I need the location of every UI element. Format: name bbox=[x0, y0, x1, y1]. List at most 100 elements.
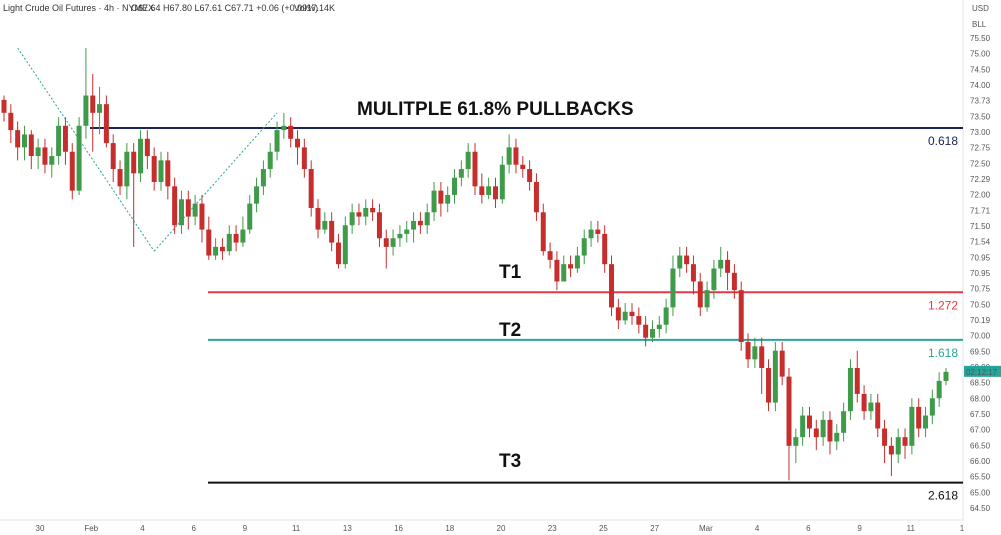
candle-body bbox=[813, 428, 819, 438]
candle-body bbox=[895, 437, 901, 455]
time-tick: 27 bbox=[650, 524, 659, 533]
candle-body bbox=[766, 367, 772, 403]
price-tick: 70.19 bbox=[970, 316, 991, 325]
candle-body bbox=[745, 342, 751, 360]
candle-body bbox=[424, 212, 430, 226]
candle-body bbox=[260, 169, 266, 187]
candle-body bbox=[97, 104, 103, 113]
swing-line bbox=[17, 47, 155, 252]
candle-body bbox=[110, 143, 116, 170]
candle-body bbox=[62, 125, 68, 152]
time-tick: 13 bbox=[343, 524, 352, 533]
candle-body bbox=[213, 246, 219, 256]
candle-body bbox=[568, 264, 574, 269]
candle-body bbox=[923, 415, 929, 429]
candle-body bbox=[117, 169, 123, 187]
candle-body bbox=[76, 125, 82, 191]
candle-body bbox=[615, 307, 621, 321]
candle-body bbox=[499, 164, 505, 200]
candle-body bbox=[452, 177, 458, 195]
time-tick: Feb bbox=[84, 524, 98, 533]
current-price-tag bbox=[964, 365, 1001, 377]
candle-body bbox=[131, 151, 137, 174]
time-tick: 23 bbox=[548, 524, 557, 533]
candle-body bbox=[192, 203, 198, 217]
candle-body bbox=[793, 437, 799, 446]
candle-body bbox=[274, 130, 280, 152]
price-tick: 67.50 bbox=[970, 410, 991, 419]
time-tick: 4 bbox=[140, 524, 145, 533]
candle-body bbox=[83, 95, 89, 126]
price-tick: 71.71 bbox=[970, 206, 991, 215]
price-tick: 65.00 bbox=[970, 488, 991, 497]
candle-body bbox=[595, 229, 601, 234]
candle-body bbox=[909, 406, 915, 446]
swing-line bbox=[153, 112, 278, 252]
candle-body bbox=[178, 199, 184, 226]
candle-body bbox=[335, 242, 341, 265]
candle-body bbox=[581, 238, 587, 256]
candle-body bbox=[888, 445, 894, 455]
candle-body bbox=[445, 194, 451, 204]
candle-body bbox=[588, 229, 594, 239]
price-tick: 75.00 bbox=[970, 50, 991, 59]
fibonacci-levels: 0.618 1.272 1.618 2.618 bbox=[90, 126, 963, 503]
volume-readout: Vol17.14K bbox=[294, 3, 335, 13]
price-tick: 65.50 bbox=[970, 473, 991, 482]
candle-body bbox=[390, 238, 396, 247]
candle-body bbox=[643, 324, 649, 338]
price-tick: 64.50 bbox=[970, 504, 991, 513]
candle-body bbox=[861, 393, 867, 412]
candle-body bbox=[636, 316, 642, 325]
time-tick: 9 bbox=[243, 524, 248, 533]
candle-body bbox=[308, 169, 314, 208]
candle-body bbox=[315, 207, 321, 230]
candle-body bbox=[718, 259, 724, 269]
candle-body bbox=[670, 268, 676, 308]
price-tick: 67.00 bbox=[970, 426, 991, 435]
candle-body bbox=[206, 229, 212, 256]
candle-body bbox=[8, 112, 14, 131]
candle-body bbox=[602, 233, 608, 265]
candle-body bbox=[267, 151, 273, 170]
price-tick: 73.00 bbox=[970, 128, 991, 137]
candle-body bbox=[834, 432, 840, 442]
candle-body bbox=[158, 160, 164, 183]
candle-body bbox=[677, 255, 683, 269]
candle-body bbox=[322, 220, 328, 230]
candle-body bbox=[847, 367, 853, 412]
price-tick: 73.50 bbox=[970, 112, 991, 121]
candle-body bbox=[547, 251, 553, 260]
time-tick: 11 bbox=[907, 524, 916, 533]
candle-body bbox=[684, 255, 690, 265]
candle-body bbox=[936, 380, 942, 399]
candle-body bbox=[943, 371, 949, 381]
candle-body bbox=[690, 264, 696, 282]
price-tick: 66.50 bbox=[970, 441, 991, 450]
fib-level-label: 0.618 bbox=[928, 134, 958, 148]
candle-body bbox=[806, 415, 812, 429]
candlestick-series bbox=[1, 47, 949, 481]
fib-level-label: 2.618 bbox=[928, 489, 958, 503]
candle-body bbox=[486, 186, 492, 195]
candle-body bbox=[21, 134, 27, 148]
candle-body bbox=[759, 346, 765, 368]
time-tick: 6 bbox=[806, 524, 811, 533]
time-tick: 20 bbox=[497, 524, 506, 533]
candle-body bbox=[185, 199, 191, 217]
price-tick: 70.50 bbox=[970, 300, 991, 309]
price-tick: 72.75 bbox=[970, 144, 991, 153]
plot-area[interactable] bbox=[0, 0, 963, 520]
candle-body bbox=[820, 419, 826, 438]
candle-body bbox=[138, 138, 144, 174]
candle-body bbox=[404, 229, 410, 234]
candle-body bbox=[254, 186, 260, 204]
price-tick: 68.00 bbox=[970, 394, 991, 403]
candle-body bbox=[56, 125, 62, 157]
target-2-label: T2 bbox=[499, 320, 521, 341]
candle-body bbox=[28, 134, 34, 157]
candle-body bbox=[752, 346, 758, 360]
candle-body bbox=[868, 402, 874, 412]
time-tick: 30 bbox=[36, 524, 45, 533]
